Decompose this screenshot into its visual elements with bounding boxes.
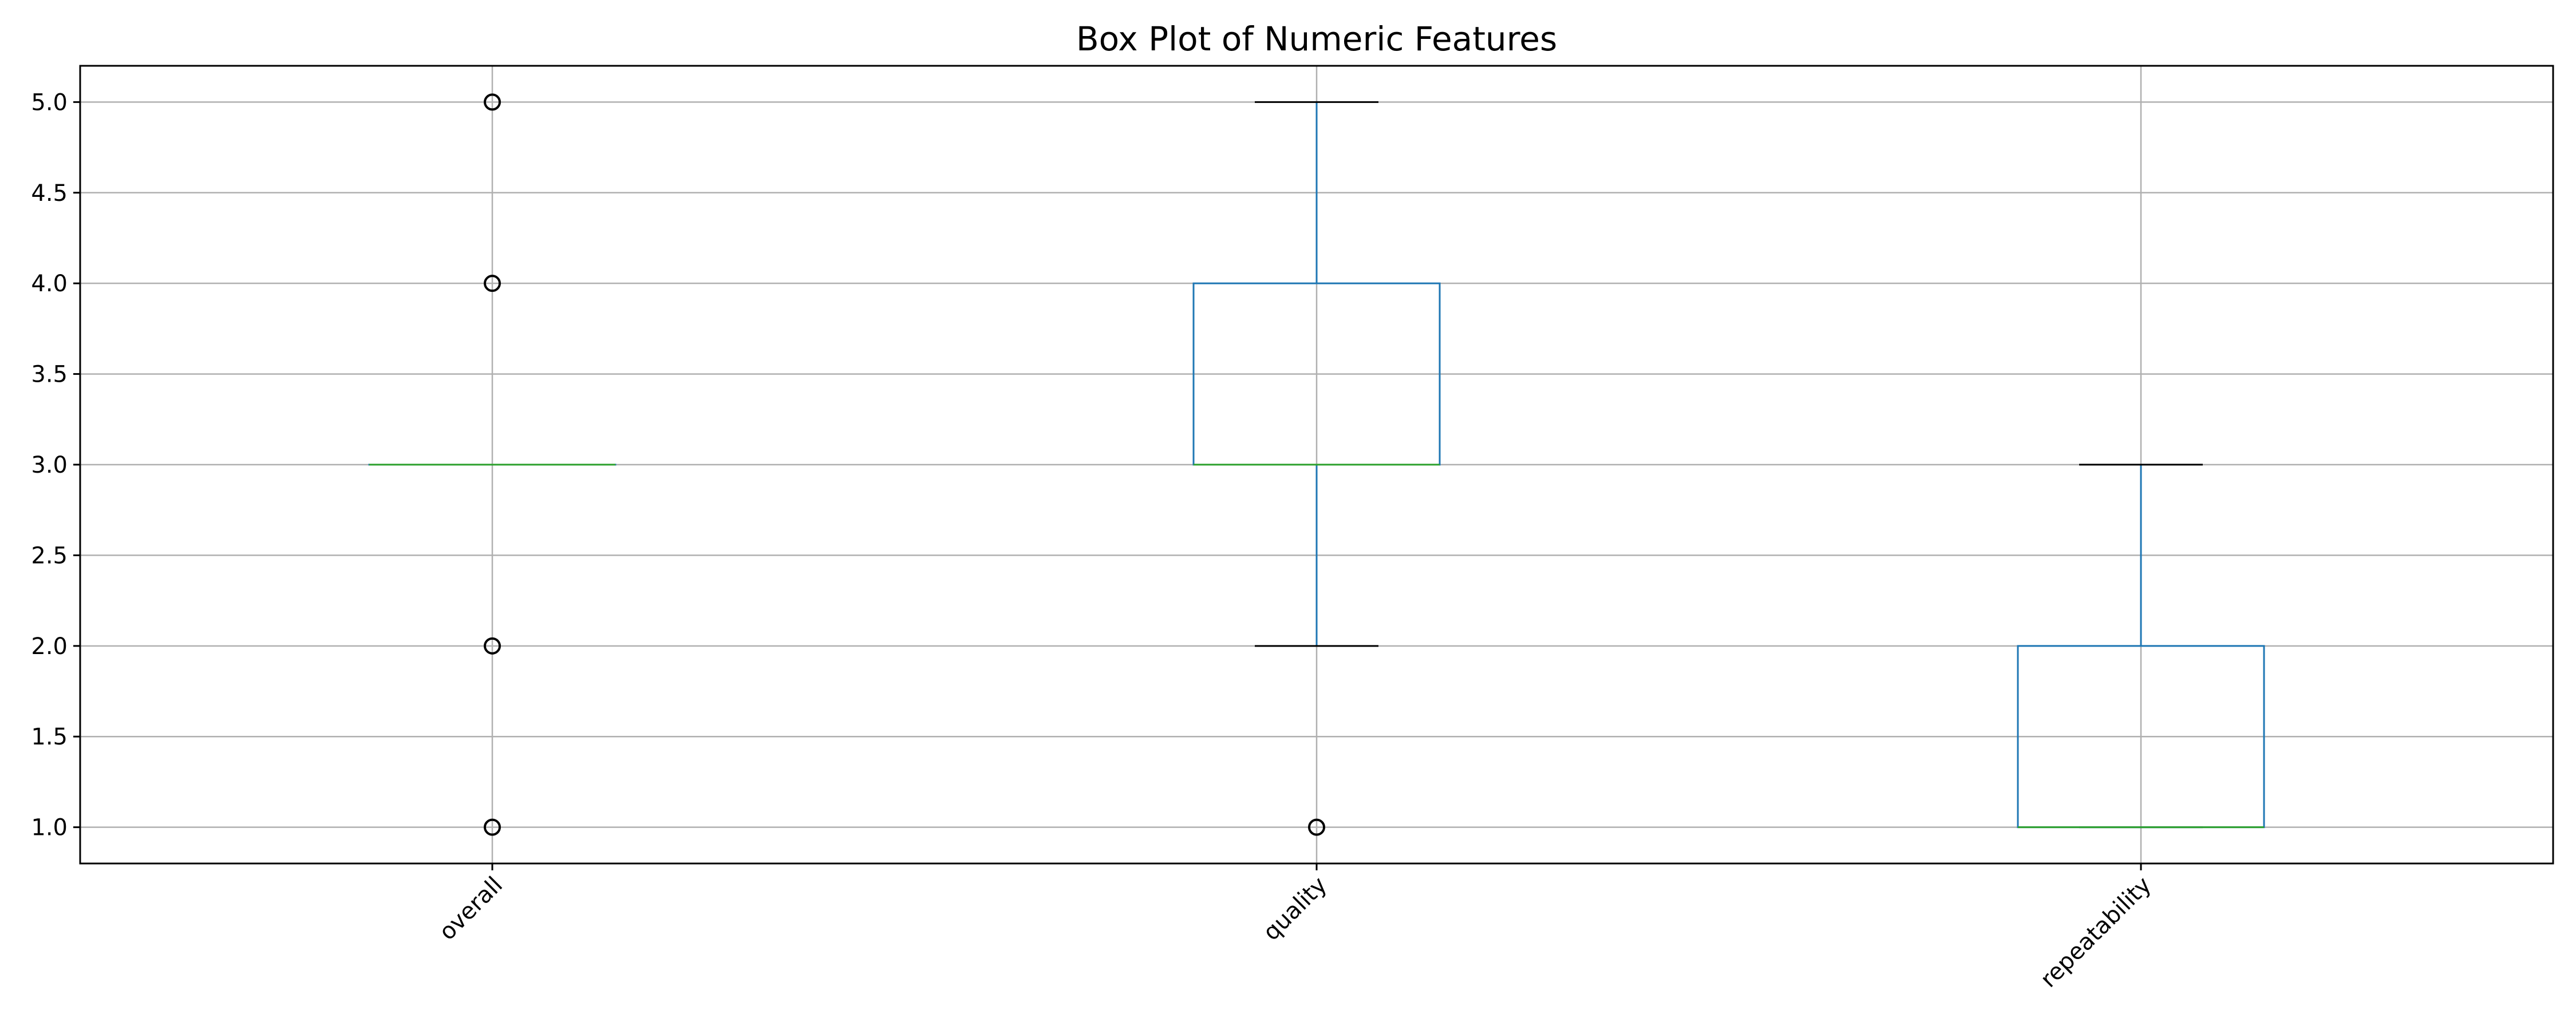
- x-tick-label: repeatability: [2036, 872, 2156, 993]
- outlier-point: [1308, 818, 1325, 836]
- y-tick-label: 1.0: [31, 815, 68, 841]
- tick-layer: 1.0 1.5 2.0 2.5 3.0 3.5 4.0 4.5 5.0 overall qualit…: [31, 89, 2156, 993]
- y-tick-label: 4.5: [31, 180, 68, 207]
- box-group-repeatability: [2017, 464, 2265, 829]
- outlier-point: [484, 818, 501, 836]
- outlier-point: [484, 637, 501, 655]
- outlier-point: [484, 93, 501, 111]
- x-tick-label: quality: [1258, 872, 1332, 946]
- y-tick-label: 2.5: [31, 542, 68, 569]
- outlier-point: [484, 275, 501, 292]
- y-tick-label: 2.0: [31, 633, 68, 660]
- box-layer: [368, 93, 2265, 836]
- box-group-quality: [1192, 101, 1441, 836]
- box-group-overall: [368, 93, 617, 836]
- y-tick-label: 5.0: [31, 89, 68, 116]
- y-tick-label: 4.0: [31, 271, 68, 297]
- chart-title: Box Plot of Numeric Features: [1076, 19, 1557, 58]
- x-tick-label: overall: [434, 872, 508, 946]
- y-tick-label: 3.5: [31, 362, 68, 388]
- y-tick-label: 1.5: [31, 724, 68, 750]
- y-tick-label: 3.0: [31, 452, 68, 478]
